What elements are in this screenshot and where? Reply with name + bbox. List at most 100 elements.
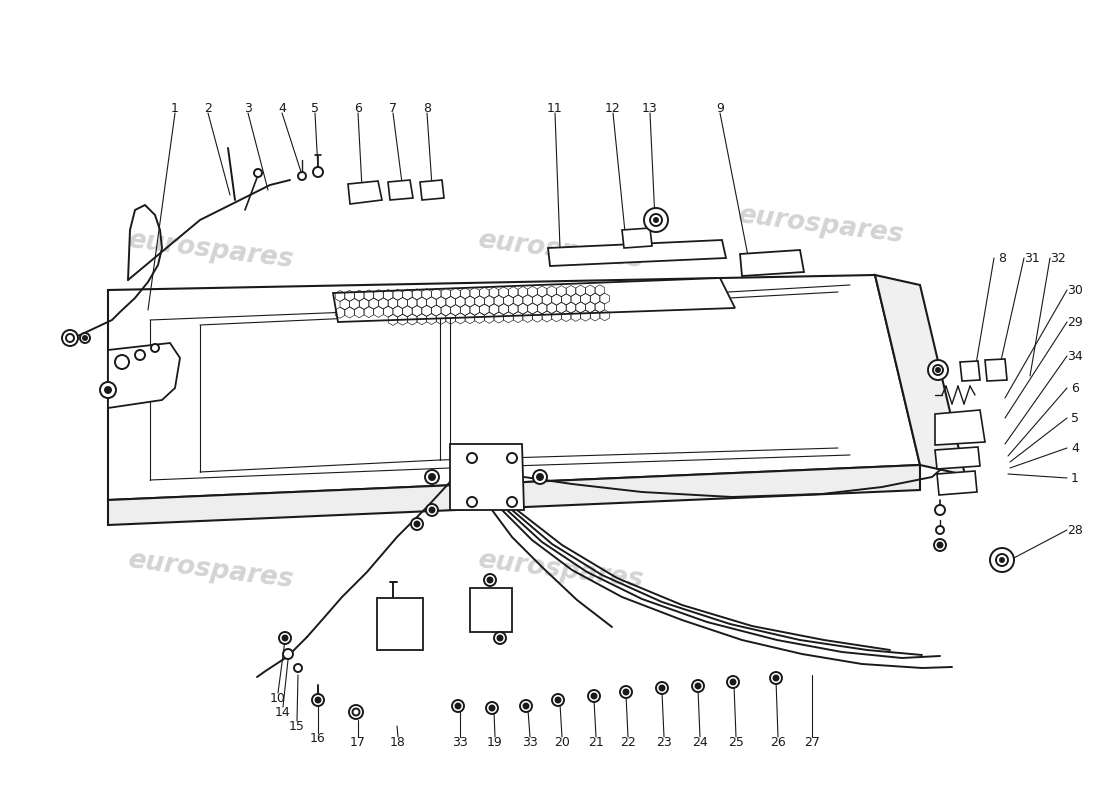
Text: 20: 20: [554, 735, 570, 749]
Circle shape: [425, 470, 439, 484]
Circle shape: [588, 690, 600, 702]
Circle shape: [349, 705, 363, 719]
Polygon shape: [377, 598, 424, 650]
Text: 6: 6: [354, 102, 362, 114]
Text: 1: 1: [1071, 471, 1079, 485]
Text: 1: 1: [172, 102, 179, 114]
Circle shape: [411, 518, 424, 530]
Text: eurospares: eurospares: [736, 202, 904, 248]
Text: 8: 8: [424, 102, 431, 114]
Circle shape: [312, 694, 324, 706]
Circle shape: [524, 703, 528, 709]
Circle shape: [692, 680, 704, 692]
Circle shape: [1000, 558, 1004, 562]
Polygon shape: [333, 278, 735, 322]
Text: 17: 17: [350, 735, 366, 749]
Circle shape: [654, 218, 658, 222]
Circle shape: [490, 706, 495, 710]
Circle shape: [935, 505, 945, 515]
Circle shape: [552, 694, 564, 706]
Circle shape: [254, 169, 262, 177]
Circle shape: [486, 702, 498, 714]
Circle shape: [314, 167, 323, 177]
Polygon shape: [874, 275, 965, 475]
Polygon shape: [450, 444, 524, 510]
Text: 2: 2: [205, 102, 212, 114]
Circle shape: [534, 470, 547, 484]
Text: 29: 29: [1067, 315, 1082, 329]
Polygon shape: [740, 250, 804, 276]
Polygon shape: [420, 180, 444, 200]
Text: 3: 3: [244, 102, 252, 114]
Text: eurospares: eurospares: [125, 227, 295, 273]
Polygon shape: [108, 465, 920, 525]
Circle shape: [429, 474, 434, 480]
Text: 14: 14: [275, 706, 290, 718]
Text: 33: 33: [522, 735, 538, 749]
Text: eurospares: eurospares: [125, 547, 295, 593]
Polygon shape: [108, 343, 180, 408]
Circle shape: [135, 350, 145, 360]
Circle shape: [933, 365, 943, 375]
Circle shape: [644, 208, 668, 232]
Text: 18: 18: [390, 735, 406, 749]
Circle shape: [468, 497, 477, 507]
Polygon shape: [470, 588, 512, 632]
Circle shape: [928, 360, 948, 380]
Circle shape: [452, 700, 464, 712]
Circle shape: [82, 336, 87, 340]
Text: 33: 33: [452, 735, 468, 749]
Polygon shape: [348, 181, 382, 204]
Circle shape: [294, 664, 302, 672]
Circle shape: [990, 548, 1014, 572]
Circle shape: [520, 700, 532, 712]
Circle shape: [936, 368, 940, 372]
Circle shape: [484, 574, 496, 586]
Circle shape: [937, 542, 943, 547]
Circle shape: [100, 382, 116, 398]
Circle shape: [151, 344, 160, 352]
Polygon shape: [548, 240, 726, 266]
Text: 25: 25: [728, 735, 744, 749]
Circle shape: [116, 355, 129, 369]
Text: 34: 34: [1067, 350, 1082, 362]
Circle shape: [537, 474, 543, 480]
Circle shape: [773, 675, 779, 681]
Text: 7: 7: [389, 102, 397, 114]
Text: 21: 21: [588, 735, 604, 749]
Text: 4: 4: [1071, 442, 1079, 454]
Circle shape: [497, 635, 503, 641]
Circle shape: [66, 334, 74, 342]
Circle shape: [429, 507, 434, 513]
Circle shape: [80, 333, 90, 343]
Polygon shape: [388, 180, 412, 200]
Polygon shape: [935, 447, 980, 469]
Circle shape: [426, 504, 438, 516]
Polygon shape: [621, 228, 652, 248]
Circle shape: [316, 698, 320, 702]
Circle shape: [352, 709, 360, 715]
Circle shape: [730, 679, 736, 685]
Text: 32: 32: [1050, 251, 1066, 265]
Circle shape: [494, 632, 506, 644]
Circle shape: [455, 703, 461, 709]
Text: 23: 23: [656, 735, 672, 749]
Text: 28: 28: [1067, 523, 1082, 537]
Circle shape: [507, 497, 517, 507]
Text: 24: 24: [692, 735, 708, 749]
Text: eurospares: eurospares: [475, 547, 645, 593]
Text: 11: 11: [547, 102, 563, 114]
Circle shape: [695, 683, 701, 689]
Polygon shape: [984, 359, 1006, 381]
Text: 12: 12: [605, 102, 620, 114]
Polygon shape: [935, 410, 984, 445]
Circle shape: [283, 635, 287, 641]
Circle shape: [556, 698, 561, 702]
Circle shape: [934, 539, 946, 551]
Circle shape: [996, 554, 1008, 566]
Text: 5: 5: [311, 102, 319, 114]
Circle shape: [624, 690, 628, 694]
Text: 16: 16: [310, 731, 326, 745]
Circle shape: [468, 453, 477, 463]
Text: 15: 15: [289, 719, 305, 733]
